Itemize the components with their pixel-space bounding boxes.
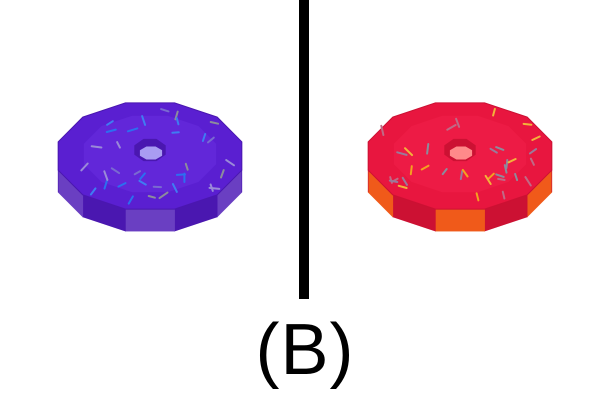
donut-sprinkle xyxy=(420,164,430,171)
donut-sprinkle xyxy=(175,117,180,126)
donut-sprinkle xyxy=(80,162,89,172)
donut-sprinkle xyxy=(105,128,117,133)
center-divider xyxy=(299,0,309,299)
donut-sprinkle xyxy=(225,159,235,167)
donut-sprinkle xyxy=(528,148,538,155)
donut-sprinkle xyxy=(396,151,408,156)
right-donut-panel xyxy=(310,0,610,300)
donut-sprinkle xyxy=(397,184,408,189)
donut-sprinkle xyxy=(89,187,97,196)
donut-left-image xyxy=(57,102,243,232)
donut-sprinkle xyxy=(446,124,457,131)
donut-sprinkle xyxy=(492,107,496,117)
donut-hole xyxy=(449,146,473,160)
left-donut-panel xyxy=(0,0,300,300)
donut-sprinkle xyxy=(495,173,505,178)
donut-sprinkle xyxy=(495,146,505,151)
donut-sprinkle xyxy=(524,176,532,187)
donut-sprinkle xyxy=(507,158,517,164)
donut-sprinkle xyxy=(455,117,461,128)
donut-sprinkle xyxy=(497,177,506,181)
donut-sprinkle xyxy=(116,141,121,149)
donut-sprinkle xyxy=(207,136,215,144)
donut-sprinkle xyxy=(475,192,480,202)
donut-sprinkle xyxy=(501,190,506,200)
donut-side-face xyxy=(435,208,485,232)
donut-sprinkle xyxy=(103,170,109,181)
donut-sprinkle xyxy=(133,170,141,176)
donut-sprinkle xyxy=(127,195,134,205)
donut-sprinkle xyxy=(220,169,225,179)
donut-sprinkle xyxy=(201,133,207,142)
donut-sprinkle xyxy=(90,145,103,149)
donut-sprinkle xyxy=(461,168,469,178)
donut-sprinkle xyxy=(147,195,156,199)
donut-sprinkle xyxy=(484,174,492,185)
donut-sprinkle xyxy=(208,186,221,190)
donut-sprinkle xyxy=(158,191,169,200)
donut-sprinkle xyxy=(139,172,146,180)
donut-sprinkle xyxy=(184,162,189,171)
donut-sprinkle xyxy=(138,179,147,186)
donut-sprinkle xyxy=(171,131,180,134)
donut-sprinkle xyxy=(514,173,519,182)
donut-sprinkle xyxy=(531,135,541,141)
donut-sprinkle xyxy=(489,147,498,154)
donut-sprinkle xyxy=(426,143,430,155)
donut-sprinkle xyxy=(175,173,186,176)
donut-sprinkle xyxy=(505,159,509,170)
donut-sprinkle xyxy=(126,127,139,133)
donut-sprinkle xyxy=(141,115,147,126)
donut-sprinkle xyxy=(171,183,178,193)
donut-sprinkle xyxy=(160,108,170,113)
donut-sprinkle xyxy=(503,164,508,174)
donut-sprinkle xyxy=(459,170,464,181)
donut-sprinkle xyxy=(409,165,413,176)
donut-right-image xyxy=(367,102,553,232)
donut-sprinkle xyxy=(103,178,109,190)
donut-sprinkle xyxy=(174,110,179,121)
donut-side-face xyxy=(125,208,175,232)
donut-sprinkle xyxy=(110,167,121,175)
donut-sprinkle xyxy=(388,179,399,183)
donut-sprinkle xyxy=(117,182,127,188)
caption-label: (B) xyxy=(255,310,355,390)
donut-sprinkle xyxy=(522,122,533,126)
donut-sprinkle xyxy=(106,120,114,126)
donut-sprinkle xyxy=(209,121,220,125)
donut-hole xyxy=(139,146,163,160)
donut-sprinkle xyxy=(404,147,414,157)
donut-sprinkle xyxy=(441,168,448,176)
donut-sprinkle xyxy=(401,176,408,186)
donut-sprinkle xyxy=(380,124,385,136)
donut-sprinkle xyxy=(487,172,495,181)
donut-sprinkle xyxy=(529,157,535,166)
